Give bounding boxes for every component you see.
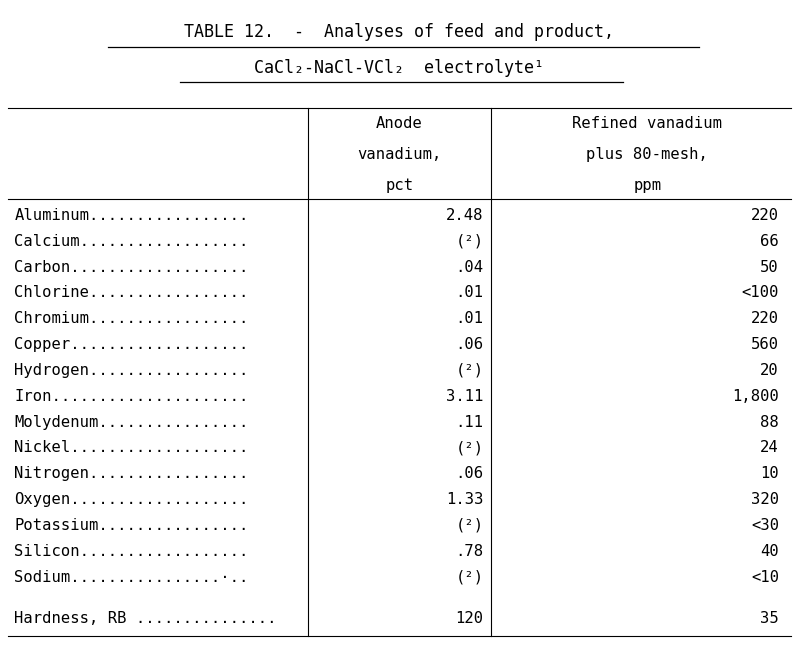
Text: 120: 120 (455, 611, 483, 626)
Text: .04: .04 (455, 260, 483, 275)
Text: .01: .01 (455, 311, 483, 326)
Text: Calcium..................: Calcium.................. (14, 233, 248, 249)
Text: <30: <30 (751, 518, 779, 533)
Text: (²): (²) (455, 233, 483, 249)
Text: pct: pct (385, 178, 414, 193)
Text: 10: 10 (761, 466, 779, 481)
Text: Nitrogen.................: Nitrogen................. (14, 466, 248, 481)
Text: <10: <10 (751, 570, 779, 585)
Text: CaCl₂-NaCl-VCl₂  electrolyte¹: CaCl₂-NaCl-VCl₂ electrolyte¹ (255, 59, 544, 77)
Text: <100: <100 (741, 285, 779, 300)
Text: .06: .06 (455, 337, 483, 352)
Text: .06: .06 (455, 466, 483, 481)
Text: Aluminum.................: Aluminum................. (14, 208, 248, 223)
Text: Carbon...................: Carbon................... (14, 260, 248, 275)
Text: 40: 40 (761, 543, 779, 559)
Text: Potassium................: Potassium................ (14, 518, 248, 533)
Text: 35: 35 (761, 611, 779, 626)
Text: Chromium.................: Chromium................. (14, 311, 248, 326)
Text: Anode: Anode (376, 116, 423, 131)
Text: vanadium,: vanadium, (357, 147, 442, 162)
Text: 220: 220 (751, 311, 779, 326)
Text: 66: 66 (761, 233, 779, 249)
Text: 560: 560 (751, 337, 779, 352)
Text: 320: 320 (751, 492, 779, 507)
Text: Nickel...................: Nickel................... (14, 441, 248, 455)
Text: Oxygen...................: Oxygen................... (14, 492, 248, 507)
Text: plus 80-mesh,: plus 80-mesh, (586, 147, 708, 162)
Text: 50: 50 (761, 260, 779, 275)
Text: Copper...................: Copper................... (14, 337, 248, 352)
Text: 24: 24 (761, 441, 779, 455)
Text: 88: 88 (761, 415, 779, 430)
Text: .11: .11 (455, 415, 483, 430)
Text: Sodium................·..: Sodium................·.. (14, 570, 248, 585)
Text: 20: 20 (761, 363, 779, 378)
Text: 1,800: 1,800 (732, 388, 779, 404)
Text: .78: .78 (455, 543, 483, 559)
Text: 220: 220 (751, 208, 779, 223)
Text: 1.33: 1.33 (446, 492, 483, 507)
Text: Iron.....................: Iron..................... (14, 388, 248, 404)
Text: (²): (²) (455, 518, 483, 533)
Text: (²): (²) (455, 570, 483, 585)
Text: (²): (²) (455, 363, 483, 378)
Text: Refined vanadium: Refined vanadium (572, 116, 722, 131)
Text: 3.11: 3.11 (446, 388, 483, 404)
Text: Silicon..................: Silicon.................. (14, 543, 248, 559)
Text: (²): (²) (455, 441, 483, 455)
Text: .01: .01 (455, 285, 483, 300)
Text: ppm: ppm (633, 178, 662, 193)
Text: Hardness, RB ...............: Hardness, RB ............... (14, 611, 277, 626)
Text: 2.48: 2.48 (446, 208, 483, 223)
Text: Hydrogen.................: Hydrogen................. (14, 363, 248, 378)
Text: Chlorine.................: Chlorine................. (14, 285, 248, 300)
Text: Molydenum................: Molydenum................ (14, 415, 248, 430)
Text: TABLE 12.  -  Analyses of feed and product,: TABLE 12. - Analyses of feed and product… (185, 23, 614, 41)
